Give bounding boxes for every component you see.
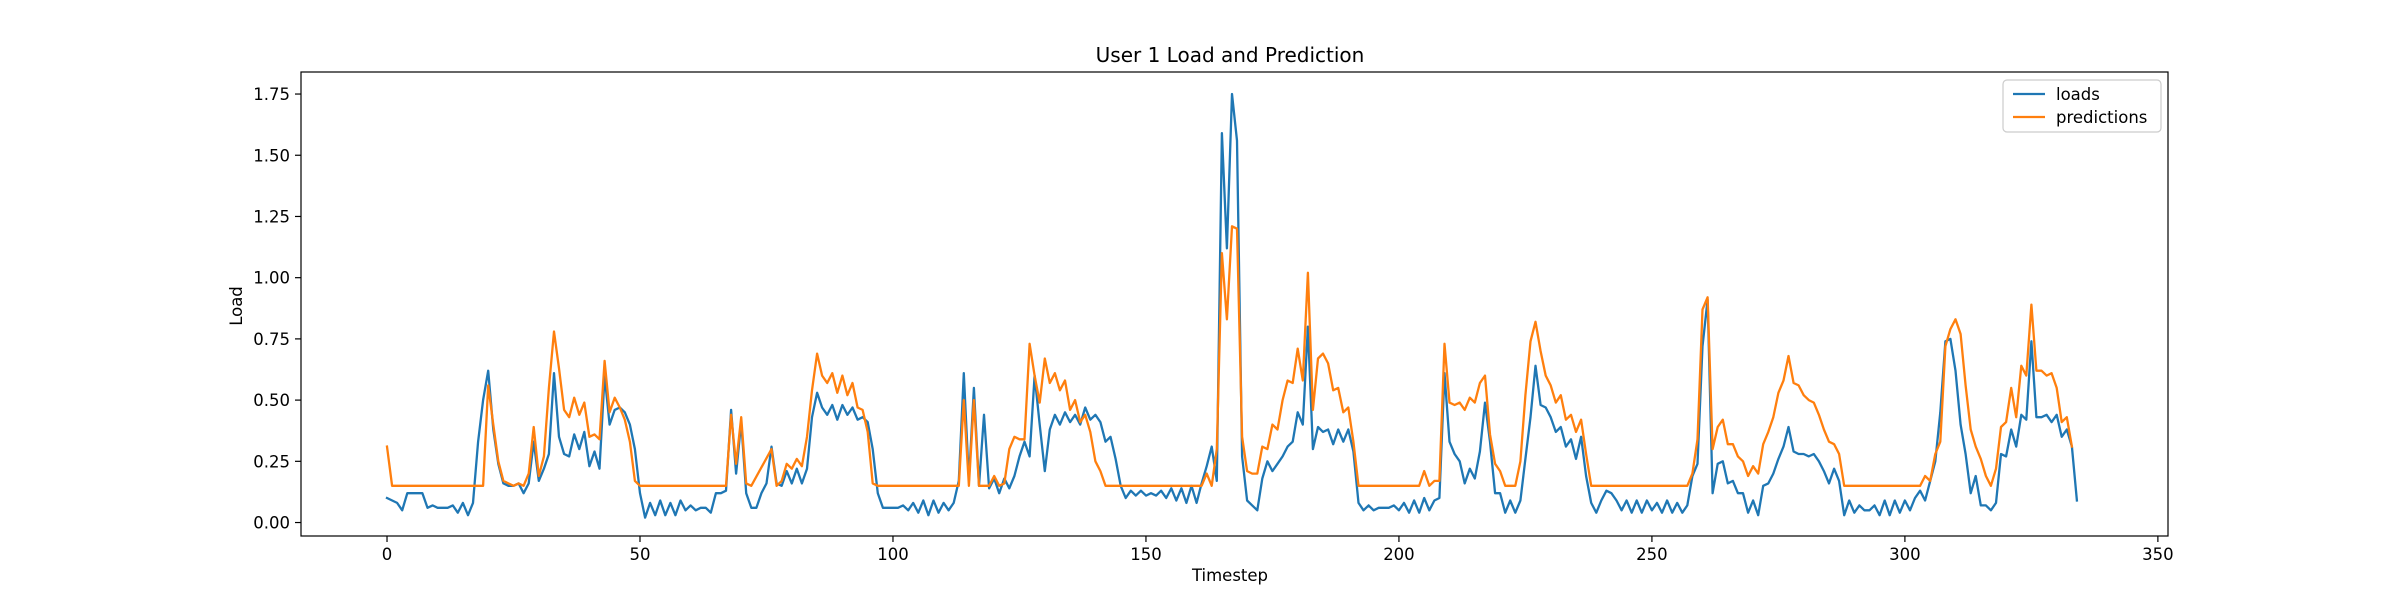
legend-label-predictions: predictions [2056,108,2147,127]
y-tick-label: 0.25 [253,452,290,471]
plot-area: 0 50 100 150 200 250 300 350 0.00 0.25 0.50 0.75 1.0… [253,71,2174,564]
x-tick-label: 50 [629,545,650,564]
x-tick-label: 250 [1636,545,1668,564]
axes-frame [300,71,2169,537]
x-tick-label: 0 [382,545,393,564]
chart-title: User 1 Load and Prediction [1096,43,1365,67]
x-tick-label: 300 [1889,545,1921,564]
y-tick-label: 1.00 [253,269,290,288]
legend: loads predictions [2002,79,2162,133]
series-line-predictions [385,225,2074,487]
y-tick-label: 1.25 [253,207,290,226]
legend-label-loads: loads [2056,85,2100,104]
y-tick-label: 1.50 [253,146,290,165]
y-tick-label: 0.75 [253,330,290,349]
y-tick-label: 0.50 [253,391,290,410]
x-axis-label: Timestep [1191,566,1268,585]
x-tick-label: 150 [1130,545,1162,564]
y-tick-label: 1.75 [253,85,290,104]
x-tick-label: 200 [1383,545,1415,564]
y-axis-label: Load [227,286,246,326]
x-tick-label: 100 [877,545,909,564]
series-line-loads [385,92,2079,519]
y-tick-label: 0.00 [253,514,290,533]
x-tick-label: 350 [2142,545,2174,564]
